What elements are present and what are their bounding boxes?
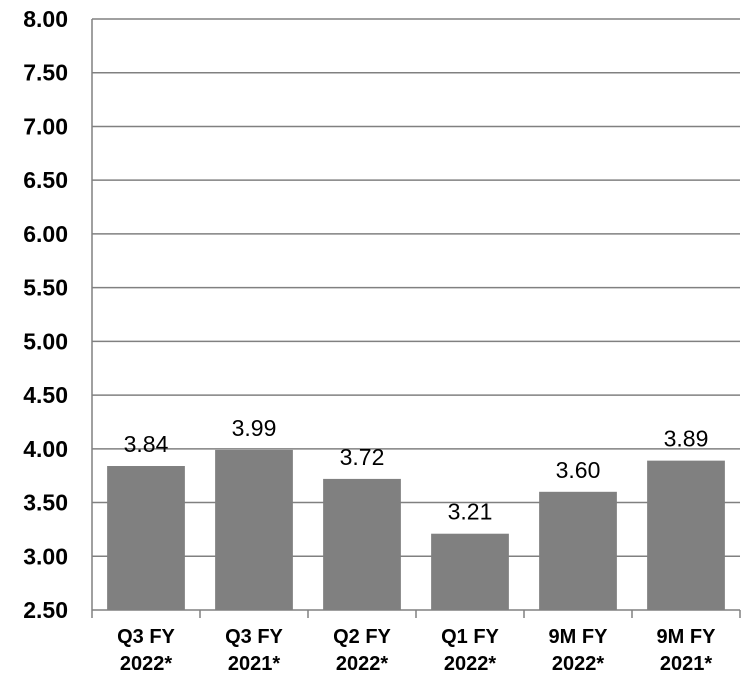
x-axis-tick-labels: Q3 FY 2022* Q3 FY 2021* Q2 FY 2022* Q1 FY 2022*… [117, 626, 716, 675]
x-tick-label: 9M FY 2021* [657, 626, 717, 675]
y-tick-label: 5.50 [23, 275, 68, 301]
bar [539, 491, 617, 610]
y-tick-label: 4.50 [23, 382, 68, 408]
bar-value-label: 3.89 [664, 426, 709, 452]
bar-value-label: 3.21 [448, 499, 493, 525]
bar [323, 478, 401, 610]
data-labels: 3.84 3.99 3.72 3.21 3.60 3.89 [124, 415, 709, 525]
y-tick-label: 6.50 [23, 167, 68, 193]
y-tick-label: 8.00 [23, 6, 68, 32]
x-tick-label: Q3 FY 2021* [225, 626, 283, 675]
bars [107, 449, 725, 610]
y-tick-label: 6.00 [23, 221, 68, 247]
bar-value-label: 3.84 [124, 431, 169, 457]
bar [647, 460, 725, 610]
y-axis-tick-labels: 2.50 3.00 3.50 4.00 4.50 5.00 5.50 6.00 6.50 7.00… [23, 6, 68, 623]
x-tick-label: Q3 FY 2022* [117, 626, 175, 675]
y-tick-label: 2.50 [23, 597, 68, 623]
y-tick-label: 7.00 [23, 113, 68, 139]
x-tick-label: 9M FY 2022* [549, 626, 609, 675]
bar [215, 449, 293, 610]
y-tick-label: 3.00 [23, 543, 68, 569]
bar-value-label: 3.60 [556, 457, 601, 483]
y-tick-label: 3.50 [23, 490, 68, 516]
bar-value-label: 3.72 [340, 444, 385, 470]
gridlines [92, 18, 740, 558]
bar-value-label: 3.99 [232, 415, 277, 441]
x-tick-label: Q2 FY 2022* [333, 626, 391, 675]
y-tick-label: 5.00 [23, 328, 68, 354]
x-tick-label: Q1 FY 2022* [441, 626, 499, 675]
y-tick-label: 4.00 [23, 436, 68, 462]
bar [107, 466, 185, 610]
bar [431, 533, 509, 610]
axes [91, 19, 741, 618]
y-tick-label: 7.50 [23, 60, 68, 86]
